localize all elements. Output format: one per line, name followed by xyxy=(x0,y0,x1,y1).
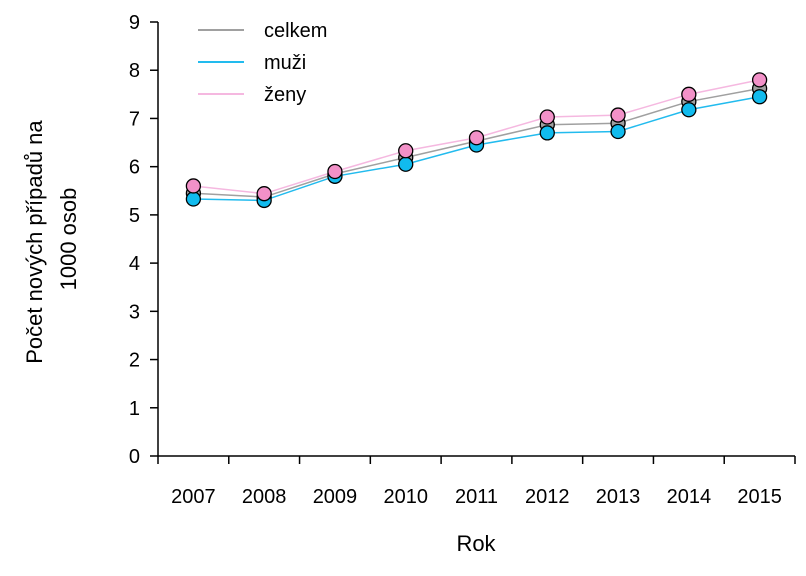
data-point xyxy=(539,109,555,125)
data-point xyxy=(398,143,414,159)
x-tick-label: 2009 xyxy=(313,486,358,508)
y-tick-label: 0 xyxy=(129,446,140,468)
data-point xyxy=(751,72,768,88)
x-tick-label: 2015 xyxy=(737,486,782,508)
x-tick-group: 2007 2008 2009 2010 2011 2012 2013 2014 2015 xyxy=(157,456,796,508)
x-tick-label: 2010 xyxy=(383,486,428,508)
x-tick-label: 2014 xyxy=(667,486,712,508)
x-tick-label: 2011 xyxy=(455,486,498,508)
legend-label: celkem xyxy=(264,20,327,42)
x-axis-title: Rok xyxy=(456,531,496,556)
y-tick-label: 1 xyxy=(129,398,140,420)
data-point xyxy=(681,86,697,102)
data-point xyxy=(610,123,626,140)
series-group xyxy=(185,72,768,209)
y-tick-label: 3 xyxy=(129,301,140,323)
y-axis-title-line-2: 1000 osob xyxy=(56,188,81,291)
x-tick-label: 2013 xyxy=(596,486,641,508)
data-point xyxy=(185,178,202,194)
y-tick-group: 0 1 2 3 4 5 6 7 8 9 xyxy=(129,12,158,468)
data-point xyxy=(327,163,343,180)
data-point xyxy=(468,130,485,146)
data-point xyxy=(751,89,768,105)
y-tick-label: 2 xyxy=(129,350,140,372)
series-markers-ženy xyxy=(185,72,768,202)
series-markers-muži xyxy=(185,89,768,209)
data-point xyxy=(185,191,202,207)
y-tick-label: 8 xyxy=(129,60,140,82)
legend-label: ženy xyxy=(264,84,306,106)
x-tick-label: 2008 xyxy=(242,486,287,508)
legend: celkem muži ženy xyxy=(198,20,327,106)
data-point xyxy=(610,107,626,123)
y-tick-label: 6 xyxy=(129,157,140,179)
legend-label: muži xyxy=(264,52,306,74)
data-point xyxy=(398,156,414,172)
y-tick-label: 5 xyxy=(129,205,140,227)
data-point xyxy=(539,125,555,141)
x-tick-label: 2007 xyxy=(171,486,216,508)
x-tick-label: 2012 xyxy=(525,486,570,508)
data-point xyxy=(256,186,272,202)
y-tick-label: 7 xyxy=(129,108,140,130)
y-axis-title: Počet nových případů na 1000 osob xyxy=(22,114,81,364)
data-point xyxy=(681,102,697,118)
y-tick-label: 4 xyxy=(129,253,140,275)
y-tick-label: 9 xyxy=(129,12,140,34)
y-axis-title-line-1: Počet nových případů na xyxy=(22,120,47,364)
